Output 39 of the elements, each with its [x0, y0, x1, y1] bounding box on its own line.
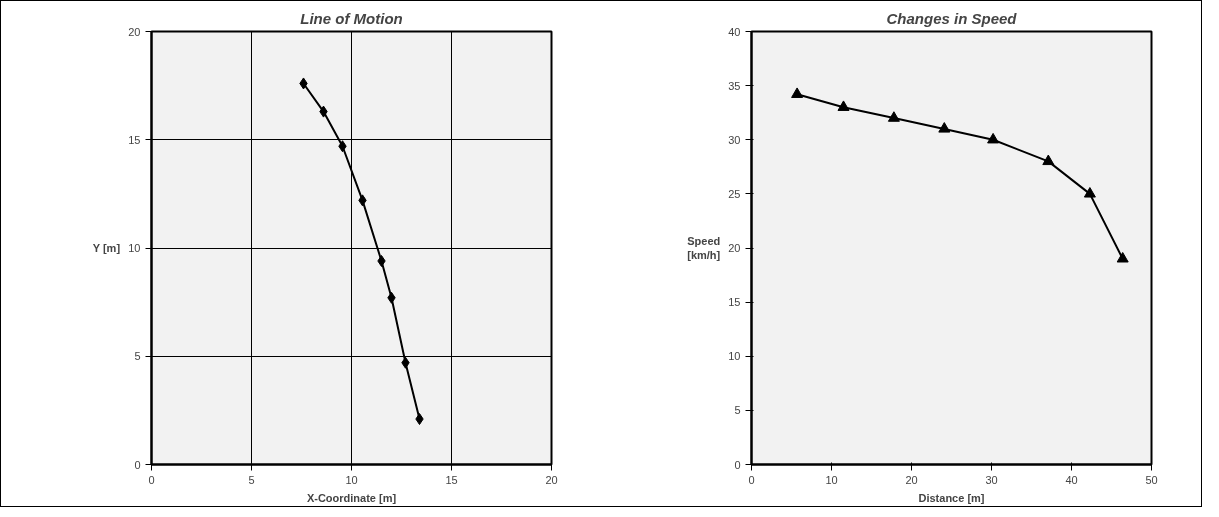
- chart-title: Line of Motion: [300, 9, 403, 27]
- x-axis-title: X-Coordinate [m]: [306, 491, 397, 504]
- y-tick-label: 20: [128, 25, 141, 38]
- point: [1042, 154, 1055, 166]
- x-tick-label: 30: [985, 473, 998, 486]
- y-tick-label: 0: [734, 458, 741, 471]
- x-tick-label: 15: [445, 473, 458, 486]
- y-tick-label: 20: [728, 242, 741, 254]
- y-axis-title: Y [m]: [92, 242, 121, 254]
- x-tick-label: 40: [1065, 473, 1078, 486]
- y-tick-label: 30: [728, 133, 741, 146]
- y-tick-label: 0: [134, 458, 141, 471]
- x-tick-label: 10: [345, 473, 358, 486]
- y-tick-label: 15: [728, 296, 741, 309]
- chart-title: Changes in Speed: [886, 9, 1018, 27]
- point: [837, 100, 850, 111]
- x-tick-label: 0: [748, 473, 755, 486]
- point: [987, 132, 1000, 144]
- point: [887, 111, 900, 122]
- y-axis-title: Speed [km/h]: [687, 234, 721, 262]
- y-tick-label: 5: [734, 404, 741, 417]
- x-tick-label: 10: [825, 473, 838, 486]
- x-axis-title: Distance [m]: [918, 491, 985, 504]
- x-tick-label: 20: [545, 473, 558, 486]
- point: [1083, 187, 1096, 198]
- y-tick-label: 5: [134, 350, 141, 363]
- y-tick-label: 15: [128, 133, 141, 146]
- x-tick-label: 5: [248, 473, 255, 486]
- point: [1116, 251, 1129, 263]
- point: [938, 122, 951, 133]
- y-tick-label: 25: [728, 187, 741, 200]
- y-tick-label: 10: [128, 242, 141, 254]
- x-tick-label: 20: [905, 473, 918, 486]
- y-tick-label: 35: [728, 79, 741, 92]
- point: [791, 87, 804, 98]
- y-tick-label: 40: [728, 25, 741, 38]
- x-tick-label: 0: [148, 473, 155, 486]
- y-tick-label: 10: [728, 350, 741, 363]
- x-tick-label: 50: [1145, 473, 1158, 486]
